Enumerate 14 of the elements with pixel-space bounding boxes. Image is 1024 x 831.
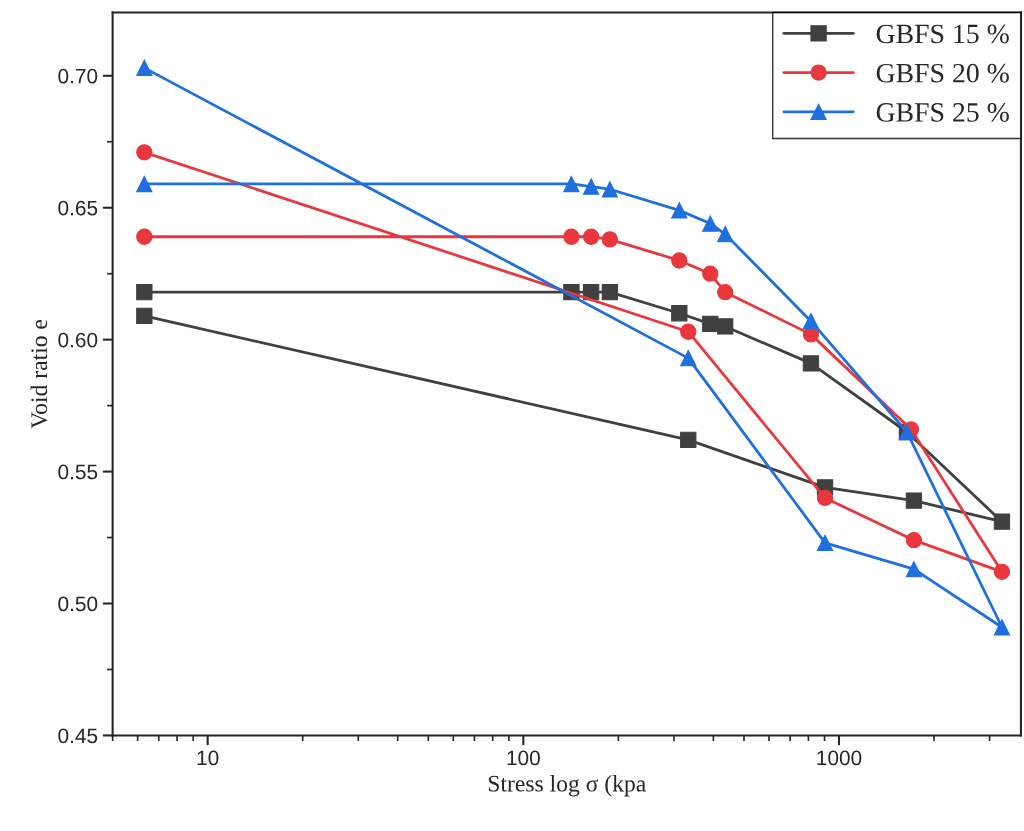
x-tick-label: 100 [507, 750, 540, 766]
x-axis-title: Stress log σ (kpa [488, 774, 646, 797]
legend-label: GBFS 25 % [876, 103, 1009, 122]
y-tick-label: 0.45 [58, 728, 98, 744]
legend-label: GBFS 15 % [876, 24, 1009, 44]
legend-label: GBFS 20 % [876, 63, 1009, 83]
x-tick-label: 1000 [817, 750, 862, 766]
y-tick-label: 0.55 [58, 464, 98, 480]
y-tick-label: 0.60 [58, 332, 98, 348]
y-tick-label: 0.70 [58, 68, 98, 84]
y-tick-label: 0.50 [58, 596, 98, 612]
y-axis-title: Void ratio e [30, 319, 48, 429]
x-tick-label: 10 [197, 750, 219, 766]
y-tick-label: 0.65 [58, 200, 98, 216]
